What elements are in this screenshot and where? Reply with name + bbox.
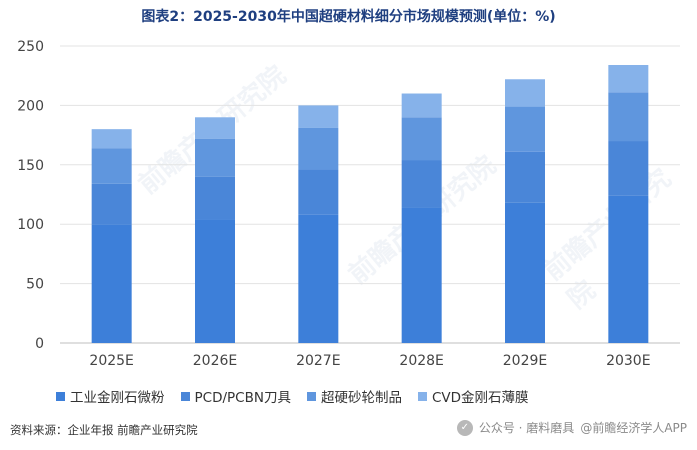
bar-segment-3 (195, 138, 235, 177)
bar-segment-2 (505, 151, 545, 203)
gridlines (60, 45, 680, 344)
bar-segment-2 (195, 176, 235, 220)
x-tick-label: 2028E (399, 353, 443, 369)
watermark: ✓ 公众号 · 磨料磨具 @前瞻经济学人APP (456, 419, 687, 436)
legend-item: 工业金刚石微粉 (56, 386, 165, 406)
x-axis: 2025E 2026E 2027E 2028E 2029E 2030E (89, 353, 650, 369)
y-tick-label: 0 (35, 336, 44, 352)
bar-segment-3 (401, 117, 442, 161)
chart-title: 图表2：2025-2030年中国超硬材料细分市场规模预测(单位：%) (141, 9, 556, 25)
bar-segment-1 (91, 224, 132, 343)
bar-segment-2 (608, 141, 649, 196)
stacked-bar-chart: 0 50 100 150 200 250 2025E 2026E 2027E 2028E 2029… (17, 39, 680, 369)
bar-segment-4 (505, 79, 545, 107)
wechat-icon: ✓ (456, 419, 473, 436)
legend-item: CVD金刚石薄膜 (417, 386, 529, 406)
bar-segment-1 (401, 207, 442, 343)
bars (91, 65, 649, 343)
x-tick-label: 2026E (193, 353, 237, 369)
bar-segment-2 (91, 183, 132, 225)
x-tick-label: 2029E (503, 353, 547, 369)
legend-swatch (417, 391, 427, 401)
y-tick-label: 150 (17, 158, 44, 174)
bar-segment-2 (401, 160, 442, 208)
bar-segment-3 (505, 106, 545, 152)
watermark-corner: @前瞻经济学人APP (580, 421, 687, 435)
bar-segment-1 (608, 195, 649, 343)
bar-segment-3 (608, 92, 649, 142)
legend-item: PCD/PCBN刀具 (180, 386, 291, 406)
bar-segment-4 (298, 105, 339, 128)
bar-segment-4 (608, 65, 649, 93)
bar-segment-2 (298, 169, 339, 215)
x-tick-label: 2030E (606, 353, 650, 369)
legend-label: 超硬砂轮制品 (320, 390, 402, 406)
legend-swatch (180, 391, 190, 401)
source-note: 资料来源：企业年报 前瞻产业研究院 (10, 423, 198, 437)
legend-label: 工业金刚石微粉 (70, 390, 165, 406)
bar-segment-1 (505, 202, 545, 343)
bar-segment-3 (91, 148, 132, 184)
y-tick-label: 100 (17, 217, 44, 233)
legend: 工业金刚石微粉 PCD/PCBN刀具 超硬砂轮制品 CVD金刚石薄膜 (56, 386, 529, 406)
legend-swatch (306, 391, 316, 401)
x-tick-label: 2025E (89, 353, 133, 369)
watermark-text: 公众号 · 磨料磨具 (478, 421, 575, 435)
y-tick-label: 200 (17, 98, 44, 114)
bar-segment-3 (298, 127, 339, 170)
y-axis: 0 50 100 150 200 250 (17, 39, 44, 352)
legend-swatch (56, 391, 65, 401)
bar-segment-1 (195, 219, 235, 343)
legend-label: PCD/PCBN刀具 (194, 390, 291, 406)
bar-segment-4 (91, 129, 132, 149)
x-tick-label: 2027E (296, 353, 340, 369)
legend-label: CVD金刚石薄膜 (431, 390, 529, 406)
bar-segment-4 (195, 117, 235, 139)
bar-segment-4 (401, 93, 442, 118)
y-tick-label: 50 (26, 277, 44, 293)
y-tick-label: 250 (17, 39, 44, 55)
bar-segment-1 (298, 214, 339, 343)
legend-item: 超硬砂轮制品 (306, 386, 402, 406)
